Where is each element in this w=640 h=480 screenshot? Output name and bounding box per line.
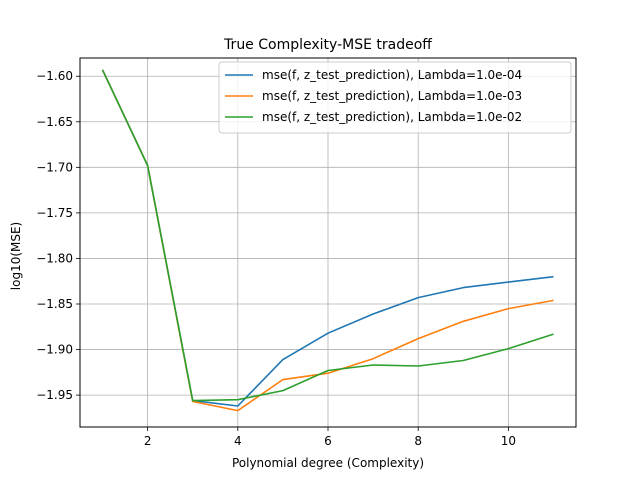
legend: mse(f, z_test_prediction), Lambda=1.0e-0…: [218, 61, 572, 134]
legend-entry: mse(f, z_test_prediction), Lambda=1.0e-0…: [262, 89, 522, 103]
x-axis-label: Polynomial degree (Complexity): [232, 456, 424, 470]
y-tick-label: −1.65: [36, 115, 73, 129]
legend-entry: mse(f, z_test_prediction), Lambda=1.0e-0…: [262, 68, 522, 82]
y-tick-label: −1.75: [36, 206, 73, 220]
legend-box: [218, 61, 572, 134]
y-tick-label: −1.95: [36, 388, 73, 402]
series-layer: [101, 69, 554, 412]
series-line-3: [101, 69, 554, 402]
x-tick-label: 10: [501, 434, 516, 448]
y-tick-label: −1.85: [36, 297, 73, 311]
y-tick-label: −1.70: [36, 160, 73, 174]
x-tick-label: 4: [234, 434, 242, 448]
y-tick-label: −1.60: [36, 69, 73, 83]
legend-entry: mse(f, z_test_prediction), Lambda=1.0e-0…: [262, 110, 522, 124]
y-tick-label: −1.80: [36, 251, 73, 265]
x-tick-label: 8: [414, 434, 422, 448]
y-axis-label: log10(MSE): [9, 222, 23, 290]
x-axis: 2 4 6 8 10: [144, 427, 516, 448]
chart-title: True Complexity-MSE tradeoff: [223, 37, 432, 53]
y-axis: −1.60 −1.65 −1.70 −1.75 −1.80 −1.85 −1.90 −1.95: [36, 69, 80, 402]
y-tick-label: −1.90: [36, 343, 73, 357]
x-tick-label: 6: [324, 434, 332, 448]
x-tick-label: 2: [144, 434, 152, 448]
